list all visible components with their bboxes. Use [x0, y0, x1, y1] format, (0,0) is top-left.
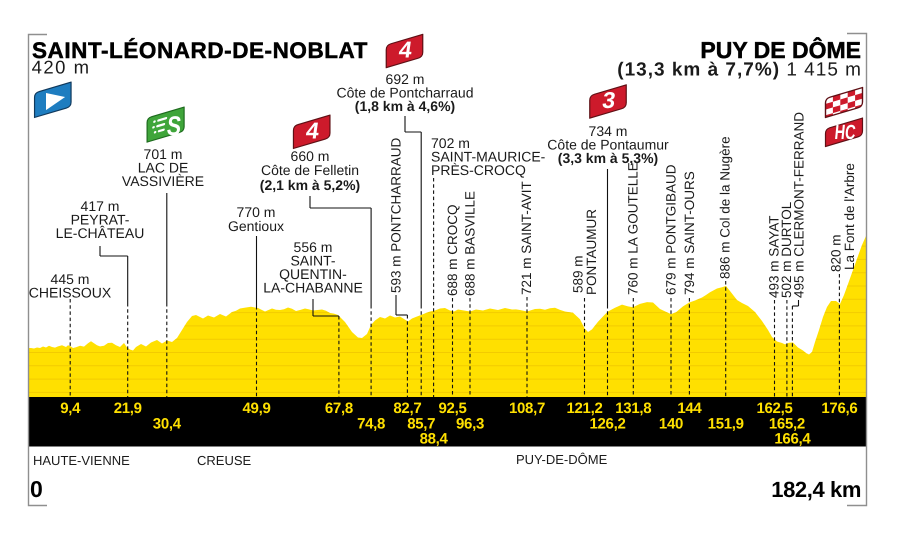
svg-text:593 m PONTCHARRAUD: 593 m PONTCHARRAUD	[389, 137, 404, 293]
svg-text:556 m: 556 m	[294, 239, 333, 255]
svg-text:96,3: 96,3	[456, 416, 484, 433]
svg-text:S: S	[165, 111, 182, 141]
svg-text:688 m BASVILLE: 688 m BASVILLE	[463, 191, 478, 296]
svg-text:Gentioux: Gentioux	[228, 218, 284, 234]
svg-text:121,2: 121,2	[566, 400, 602, 417]
svg-text:734 m: 734 m	[589, 123, 628, 139]
svg-text:PONTAUMUR: PONTAUMUR	[584, 209, 599, 295]
svg-text:(3,3 km à 5,3%): (3,3 km à 5,3%)	[558, 150, 658, 166]
svg-text:679 m PONTGIBAUD: 679 m PONTGIBAUD	[664, 164, 679, 295]
svg-text:165,2: 165,2	[769, 416, 805, 433]
svg-text:HAUTE-VIENNE: HAUTE-VIENNE	[33, 453, 130, 468]
svg-text:702 m: 702 m	[431, 135, 470, 151]
svg-text:417 m: 417 m	[81, 198, 120, 214]
svg-text:151,9: 151,9	[708, 416, 744, 433]
svg-text:140: 140	[659, 416, 683, 433]
svg-text:166,4: 166,4	[774, 431, 811, 448]
svg-text:(1,8 km à 4,6%): (1,8 km à 4,6%)	[355, 98, 455, 114]
svg-text:721 m SAINT-AVIT: 721 m SAINT-AVIT	[519, 181, 534, 295]
svg-text:176,6: 176,6	[821, 400, 857, 417]
svg-text:0: 0	[30, 476, 43, 502]
svg-text:886 m Col de la Nugère: 886 m Col de la Nugère	[718, 136, 733, 279]
svg-text:PEYRAT-: PEYRAT-	[71, 212, 130, 228]
svg-text:PUY-DE-DÔME: PUY-DE-DÔME	[516, 452, 608, 467]
svg-text:Côte de Pontcharraud: Côte de Pontcharraud	[337, 85, 474, 101]
svg-text:420 m: 420 m	[32, 57, 91, 78]
svg-text:182,4 km: 182,4 km	[771, 477, 861, 502]
svg-text:21,9: 21,9	[114, 400, 142, 417]
svg-text:131,8: 131,8	[615, 400, 651, 417]
svg-text:794 m SAINT-OURS: 794 m SAINT-OURS	[682, 171, 697, 295]
svg-text:701 m: 701 m	[144, 146, 183, 162]
svg-text:SAINT-LÉONARD-DE-NOBLAT: SAINT-LÉONARD-DE-NOBLAT	[32, 38, 368, 63]
svg-text:3: 3	[601, 87, 617, 113]
svg-text:CREUSE: CREUSE	[197, 453, 252, 468]
svg-text:126,2: 126,2	[589, 416, 625, 433]
svg-text:820 m: 820 m	[829, 234, 844, 272]
svg-text:692 m: 692 m	[386, 71, 425, 87]
svg-text:4: 4	[397, 37, 414, 63]
svg-text:82,7: 82,7	[393, 400, 421, 417]
svg-text:92,5: 92,5	[439, 400, 467, 417]
svg-text:85,7: 85,7	[407, 416, 435, 433]
svg-text:445 m: 445 m	[51, 271, 90, 287]
svg-text:502 m DURTOL: 502 m DURTOL	[779, 201, 794, 298]
svg-text:SAINT-: SAINT-	[290, 253, 335, 269]
svg-text:660 m: 660 m	[291, 148, 330, 164]
svg-text:CHEISSOUX: CHEISSOUX	[29, 285, 112, 301]
svg-text:67,8: 67,8	[325, 400, 353, 417]
svg-text:162,5: 162,5	[756, 400, 792, 417]
svg-text:PUY DE DÔME: PUY DE DÔME	[700, 37, 861, 63]
svg-text:88,4: 88,4	[420, 431, 449, 448]
svg-text:495 m CLERMONT-FERRAND: 495 m CLERMONT-FERRAND	[792, 112, 807, 298]
svg-text:108,7: 108,7	[509, 400, 545, 417]
svg-text:VASSIVIÈRE: VASSIVIÈRE	[122, 173, 204, 189]
svg-text:30,4: 30,4	[153, 416, 182, 433]
svg-text:493 m SAYAT: 493 m SAYAT	[767, 215, 782, 298]
svg-text:QUENTIN-: QUENTIN-	[279, 266, 347, 282]
svg-text:LA-CHABANNE: LA-CHABANNE	[263, 280, 363, 296]
svg-text:144: 144	[677, 400, 702, 417]
svg-text:589 m: 589 m	[571, 255, 586, 293]
svg-text:760 m LA GOUTELLE: 760 m LA GOUTELLE	[626, 162, 641, 295]
svg-text:(13,3 km à 7,7%) 1 415 m: (13,3 km à 7,7%) 1 415 m	[617, 60, 862, 81]
svg-text:74,8: 74,8	[357, 416, 385, 433]
svg-text:Côte de Felletin: Côte de Felletin	[261, 162, 359, 178]
svg-text:770 m: 770 m	[237, 204, 276, 220]
svg-text:688 m CROCQ: 688 m CROCQ	[445, 204, 460, 296]
svg-text:La Font de l'Arbre: La Font de l'Arbre	[842, 163, 857, 270]
svg-text:SAINT-MAURICE-: SAINT-MAURICE-	[431, 149, 546, 165]
svg-text:HC: HC	[834, 121, 857, 144]
svg-text:Côte de Pontaumur: Côte de Pontaumur	[547, 137, 669, 153]
svg-text:49,9: 49,9	[243, 400, 271, 417]
svg-text:PRÈS-CROCQ: PRÈS-CROCQ	[431, 162, 526, 178]
svg-text:(2,1 km à 5,2%): (2,1 km à 5,2%)	[260, 177, 360, 193]
svg-text:LE-CHÂTEAU: LE-CHÂTEAU	[56, 225, 145, 241]
svg-text:4: 4	[304, 117, 321, 143]
svg-text:9,4: 9,4	[60, 400, 81, 417]
svg-text:LAC DE: LAC DE	[138, 160, 189, 176]
